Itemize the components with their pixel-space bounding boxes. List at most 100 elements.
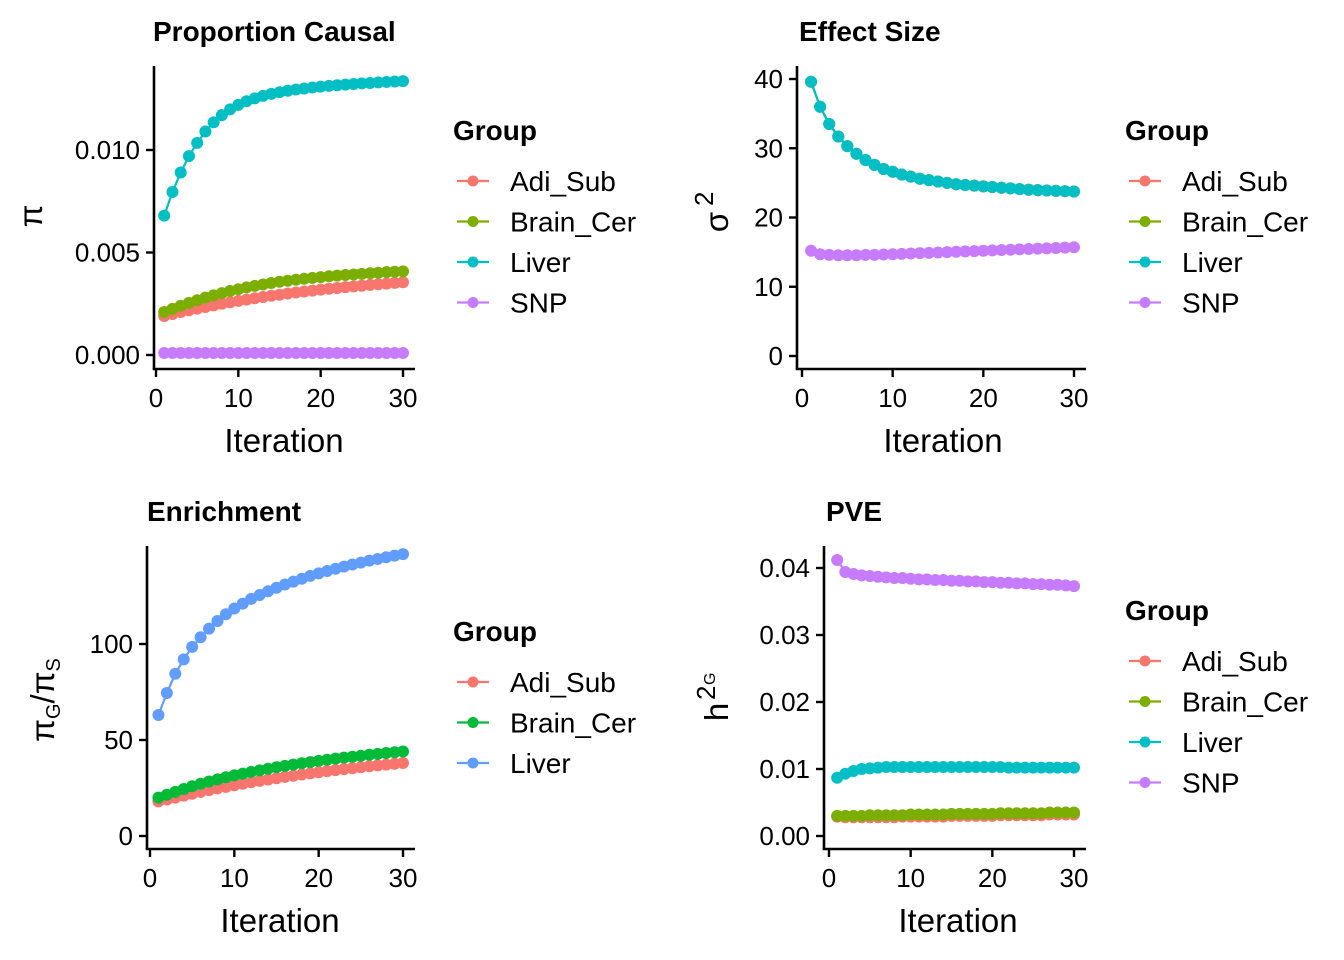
data-point <box>995 181 1008 194</box>
panel-enrichment: Enrichment Iteration πG/πS 0 10 20 30 0 50 10… <box>24 496 636 939</box>
data-point <box>191 346 204 359</box>
panel-effect-size: Effect Size Iteration σ 2 0 10 20 30 0 10 20 3… <box>689 16 1308 459</box>
series-liver <box>152 548 409 722</box>
legend-key-point <box>1139 175 1151 187</box>
data-point <box>805 75 818 88</box>
data-point <box>913 172 926 185</box>
series-line <box>810 81 1075 193</box>
y-tick-label: 0.000 <box>75 340 140 370</box>
data-point <box>1013 243 1026 256</box>
data-point <box>298 346 311 359</box>
data-point <box>219 608 232 621</box>
data-point <box>265 346 278 359</box>
data-point <box>397 548 409 561</box>
legend-label: Adi_Sub <box>510 166 616 197</box>
x-tick-label: 10 <box>224 383 253 413</box>
legend-key-point <box>467 676 479 688</box>
legend-label: SNP <box>1182 768 1240 799</box>
data-point <box>397 757 409 770</box>
data-point <box>841 140 854 153</box>
legend-key-point <box>1139 655 1151 667</box>
legend-item: SNP <box>1129 768 1240 799</box>
data-point <box>959 245 972 258</box>
panel-title: Proportion Causal <box>153 16 396 47</box>
legend-label: Liver <box>510 247 571 278</box>
y-tick-label: 30 <box>754 133 783 163</box>
x-tick-label: 20 <box>978 863 1007 893</box>
data-point <box>158 346 171 359</box>
data-point <box>372 346 385 359</box>
series-liver <box>805 75 1080 198</box>
legend-item: Adi_Sub <box>1129 646 1288 677</box>
data-point <box>1068 761 1080 774</box>
y-tick-label: 0.03 <box>759 620 810 650</box>
legend-label: Adi_Sub <box>510 667 616 698</box>
series-line <box>810 81 1075 193</box>
y-axis-label: πG/πS <box>24 658 65 742</box>
x-tick-label: 0 <box>822 863 836 893</box>
data-point <box>1004 243 1017 256</box>
legend-key-point <box>467 757 479 769</box>
series-line <box>157 553 404 716</box>
series-snp <box>805 241 1080 262</box>
series-layer <box>158 75 409 359</box>
legend-title: Group <box>1125 115 1209 146</box>
legend-key-point <box>467 216 479 227</box>
legend-item: Brain_Cer <box>457 207 636 238</box>
y-axis-label: σ 2 <box>689 192 735 233</box>
y-axis-label: π <box>12 205 49 228</box>
legend-item: Brain_Cer <box>457 708 636 739</box>
data-point <box>306 346 319 359</box>
legend-label: Brain_Cer <box>1182 207 1308 238</box>
legend-key-point <box>467 175 479 187</box>
data-point <box>1040 242 1053 255</box>
y-axis-label-superscript: 2 <box>691 686 721 700</box>
data-point <box>1004 182 1017 195</box>
data-point <box>322 346 335 359</box>
data-point <box>941 176 954 189</box>
legend-item: Brain_Cer <box>1129 207 1308 238</box>
data-point <box>347 346 360 359</box>
data-point <box>355 346 368 359</box>
data-point <box>1031 242 1044 255</box>
data-point <box>832 249 845 262</box>
data-point <box>932 246 944 259</box>
x-axis-label: Iteration <box>898 902 1017 939</box>
legend-label: SNP <box>1182 288 1240 319</box>
data-point <box>913 247 926 260</box>
data-point <box>203 622 216 635</box>
legend-key-point <box>467 256 479 268</box>
y-tick-label: 50 <box>104 725 133 755</box>
data-point <box>207 116 220 129</box>
data-point <box>922 246 935 259</box>
data-point <box>1049 184 1062 197</box>
series-snp <box>158 346 409 359</box>
data-point <box>986 181 999 194</box>
legend-label: SNP <box>510 288 568 319</box>
data-point <box>1058 241 1071 254</box>
data-point <box>182 150 195 163</box>
data-point <box>248 346 261 359</box>
data-point <box>877 248 890 261</box>
x-ticks: 0 10 20 30 <box>822 849 1088 893</box>
data-point <box>904 247 917 260</box>
data-point <box>950 245 963 258</box>
legend-item: Liver <box>457 247 571 278</box>
legend-key-point <box>467 717 479 728</box>
legend-label: Brain_Cer <box>1182 687 1308 718</box>
panel-title: Enrichment <box>147 496 301 527</box>
data-point <box>1031 184 1044 197</box>
legend-key-point <box>1139 216 1151 227</box>
data-point <box>1068 806 1080 819</box>
data-point <box>397 346 409 359</box>
data-point <box>850 249 863 262</box>
data-point <box>160 686 173 699</box>
legend-item: SNP <box>457 288 568 319</box>
data-point <box>273 346 286 359</box>
x-tick-label: 20 <box>304 863 333 893</box>
x-tick-label: 0 <box>795 383 809 413</box>
y-tick-label: 0 <box>769 341 783 371</box>
data-point <box>977 180 990 193</box>
legend: Group Adi_Sub Brain_Cer Liver SNP <box>1125 115 1308 319</box>
series-layer <box>805 75 1080 262</box>
